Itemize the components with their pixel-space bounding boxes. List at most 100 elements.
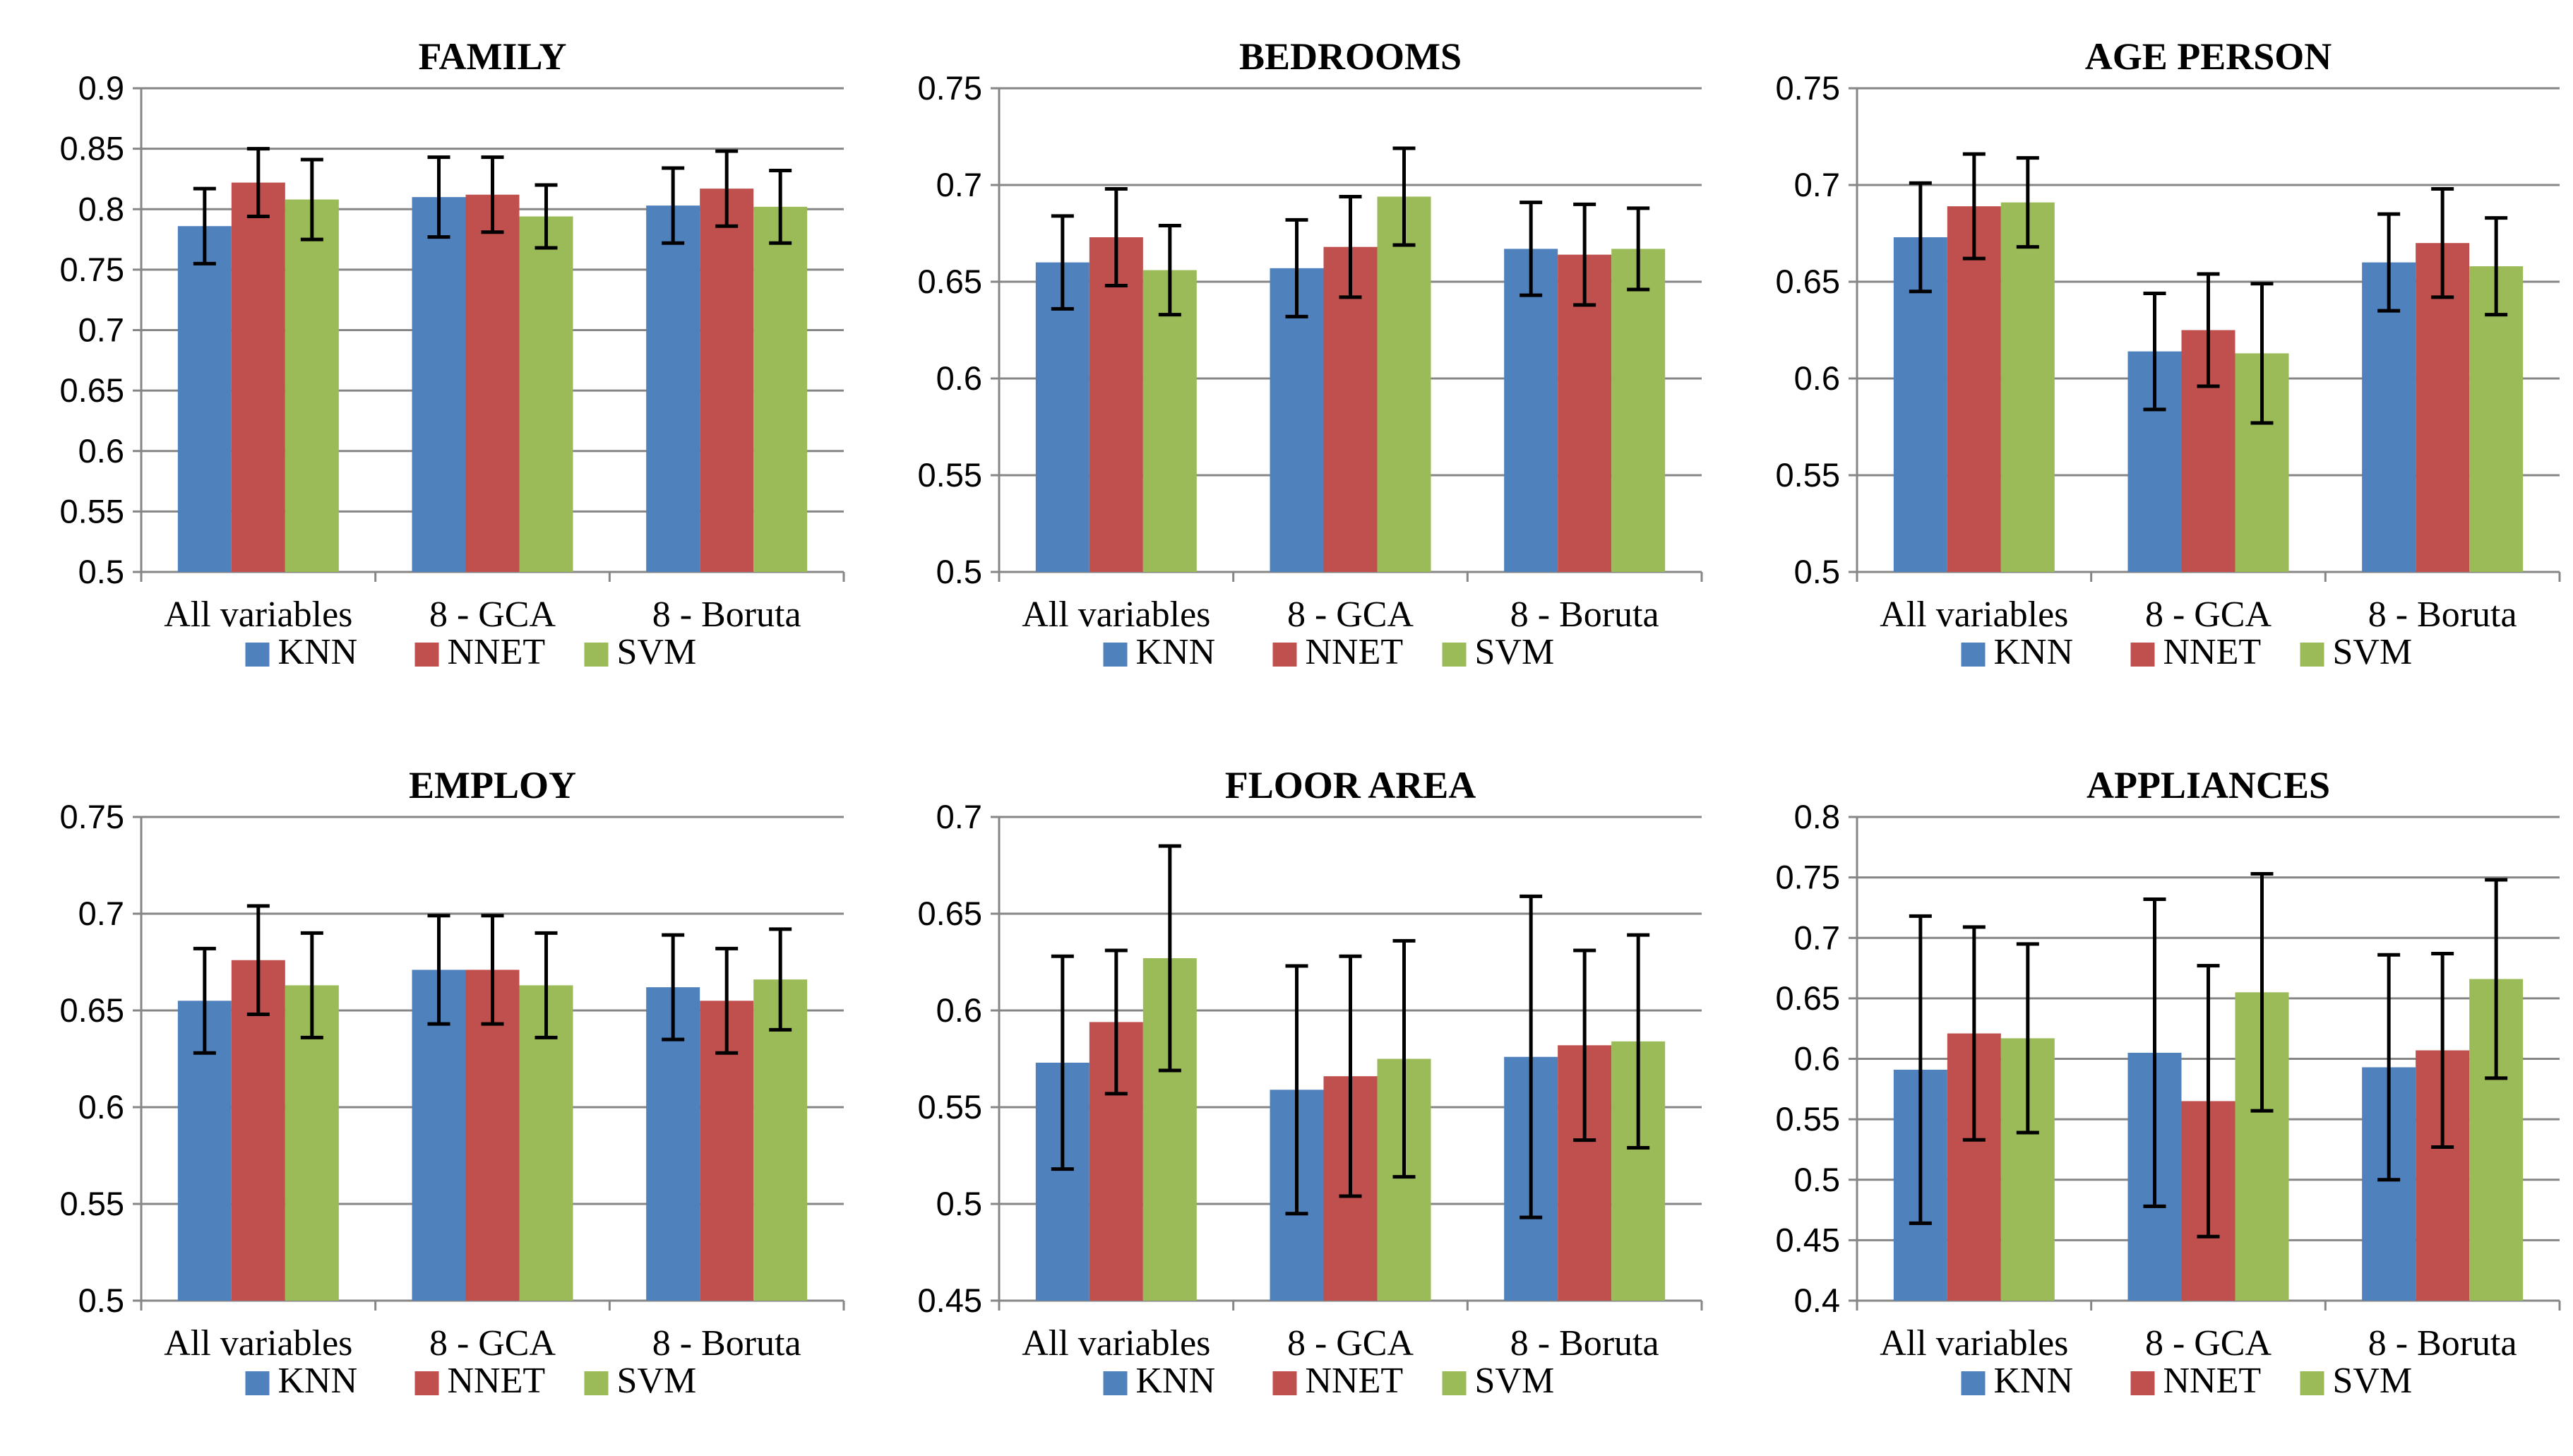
legend-label-nnet: NNET — [1306, 1361, 1404, 1401]
chart-title: FLOOR AREA — [1225, 764, 1476, 806]
y-tick-label: 0.75 — [1776, 859, 1840, 896]
legend-label-knn: KNN — [1994, 1361, 2074, 1401]
y-tick-label: 0.7 — [78, 895, 124, 932]
x-category-label: 8 - Boruta — [1510, 1323, 1659, 1363]
x-category-label: 8 - GCA — [429, 595, 556, 635]
x-category-label: All variables — [164, 595, 352, 635]
y-tick-label: 0.65 — [1776, 263, 1840, 300]
y-tick-label: 0.8 — [1794, 798, 1840, 835]
legend-label-svm: SVM — [2333, 632, 2413, 672]
legend-swatch-nnet — [414, 1371, 439, 1395]
y-tick-label: 0.6 — [1794, 1040, 1840, 1078]
legend-label-nnet: NNET — [448, 632, 546, 672]
panel-family: FAMILY 0.5 0.55 0.6 0.65 0.7 0.75 0.8 0.85 0.9 All… — [0, 0, 857, 727]
panel-appliances: APPLIANCES 0.4 0.45 0.5 0.55 0.6 0.65 0.7 0.75 0.… — [1716, 729, 2573, 1456]
bar-knn-8-boruta — [646, 205, 700, 572]
bar-knn-all-variables — [177, 226, 232, 572]
bar-nnet-all-variables — [1089, 237, 1143, 572]
bar-svm-all-variables — [2000, 202, 2055, 572]
x-category-label: All variables — [1022, 595, 1210, 635]
y-tick-label: 0.6 — [78, 1088, 124, 1126]
y-tick-label: 0.75 — [60, 251, 124, 288]
bar-svm-8-gca — [1377, 196, 1431, 572]
legend-swatch-svm — [1442, 1371, 1467, 1395]
chart-family: FAMILY 0.5 0.55 0.6 0.65 0.7 0.75 0.8 0.85 0.9 All… — [60, 35, 845, 672]
legend-swatch-knn — [245, 643, 270, 667]
chart-title: AGE PERSON — [2085, 35, 2332, 78]
y-tick-label: 0.5 — [78, 553, 124, 590]
legend-label-nnet: NNET — [1306, 632, 1404, 672]
bar-nnet-all-variables — [231, 960, 285, 1301]
legend-label-svm: SVM — [1475, 632, 1555, 672]
chart-bedrooms: BEDROOMS 0.5 0.55 0.6 0.65 0.7 0.75 All variabl… — [918, 35, 1703, 672]
y-tick-label: 0.6 — [936, 359, 982, 397]
y-tick-label: 0.65 — [1776, 979, 1840, 1017]
legend-swatch-svm — [2300, 1371, 2324, 1395]
chart-floor-area: FLOOR AREA 0.45 0.5 0.55 0.6 0.65 0.7 All varia… — [918, 764, 1703, 1401]
bar-nnet-8-boruta — [700, 189, 754, 572]
legend-label-knn: KNN — [1994, 632, 2074, 672]
legend-swatch-svm — [584, 1371, 609, 1395]
chart-age-person: AGE PERSON 0.5 0.55 0.6 0.65 0.7 0.75 All varia… — [1776, 35, 2561, 672]
x-category-label: 8 - Boruta — [2368, 595, 2517, 635]
bar-svm-8-boruta — [1611, 249, 1666, 572]
y-tick-label: 0.5 — [1794, 553, 1840, 590]
legend-swatch-knn — [1961, 643, 1986, 667]
y-tick-label: 0.65 — [918, 263, 982, 300]
y-tick-label: 0.75 — [60, 798, 124, 835]
x-category-label: All variables — [164, 1323, 352, 1363]
bar-knn-all-variables — [1035, 262, 1090, 572]
legend-swatch-knn — [1103, 1371, 1128, 1395]
x-category-label: 8 - GCA — [2145, 595, 2272, 635]
x-category-label: 8 - Boruta — [652, 595, 801, 635]
y-tick-label: 0.85 — [60, 130, 124, 167]
x-category-label: 8 - Boruta — [652, 1323, 801, 1363]
y-tick-label: 0.55 — [1776, 456, 1840, 494]
bar-svm-8-boruta — [2469, 266, 2524, 572]
panel-bedrooms: BEDROOMS 0.5 0.55 0.6 0.65 0.7 0.75 All variabl… — [858, 0, 1715, 727]
y-tick-label: 0.7 — [936, 166, 982, 203]
bar-svm-8-boruta — [753, 206, 808, 572]
y-tick-label: 0.6 — [78, 432, 124, 470]
legend-swatch-svm — [1442, 643, 1467, 667]
bar-svm-8-boruta — [753, 979, 808, 1301]
legend-label-nnet: NNET — [2163, 1361, 2262, 1401]
legend-swatch-nnet — [414, 643, 439, 667]
legend-swatch-knn — [1961, 1371, 1986, 1395]
legend-label-nnet: NNET — [448, 1361, 546, 1401]
y-tick-label: 0.7 — [1794, 166, 1840, 203]
bar-svm-all-variables — [285, 199, 339, 572]
chart-appliances: APPLIANCES 0.4 0.45 0.5 0.55 0.6 0.65 0.7 0.75 0.… — [1776, 764, 2561, 1401]
x-category-label: 8 - Boruta — [2368, 1323, 2517, 1363]
legend-label-nnet: NNET — [2163, 632, 2262, 672]
x-category-label: 8 - GCA — [2145, 1323, 2272, 1363]
y-tick-label: 0.5 — [936, 1185, 982, 1222]
y-tick-label: 0.7 — [78, 311, 124, 349]
legend-label-svm: SVM — [1475, 1361, 1555, 1401]
bar-knn-8-gca — [1270, 268, 1324, 572]
bar-nnet-all-variables — [231, 182, 285, 572]
y-tick-label: 0.6 — [936, 991, 982, 1029]
y-tick-label: 0.9 — [78, 69, 124, 107]
x-category-label: All variables — [1880, 595, 2068, 635]
chart-title: APPLIANCES — [2087, 764, 2330, 806]
panel-employ: EMPLOY 0.5 0.55 0.6 0.65 0.7 0.75 All variables… — [0, 729, 857, 1456]
bar-svm-all-variables — [1142, 270, 1197, 572]
bar-svm-8-gca — [519, 216, 573, 572]
y-tick-label: 0.55 — [918, 1088, 982, 1126]
x-category-label: All variables — [1022, 1323, 1210, 1363]
y-tick-label: 0.75 — [1776, 69, 1840, 107]
legend-label-knn: KNN — [278, 1361, 358, 1401]
x-category-label: 8 - Boruta — [1510, 595, 1659, 635]
y-tick-label: 0.7 — [936, 798, 982, 835]
legend-label-knn: KNN — [1136, 632, 1216, 672]
y-tick-label: 0.5 — [1794, 1161, 1840, 1198]
y-tick-label: 0.5 — [78, 1282, 124, 1319]
legend-swatch-nnet — [1272, 643, 1297, 667]
legend-label-svm: SVM — [617, 1361, 697, 1401]
y-tick-label: 0.45 — [918, 1282, 982, 1319]
y-tick-label: 0.4 — [1794, 1282, 1840, 1319]
y-tick-label: 0.55 — [918, 456, 982, 494]
y-tick-label: 0.6 — [1794, 359, 1840, 397]
